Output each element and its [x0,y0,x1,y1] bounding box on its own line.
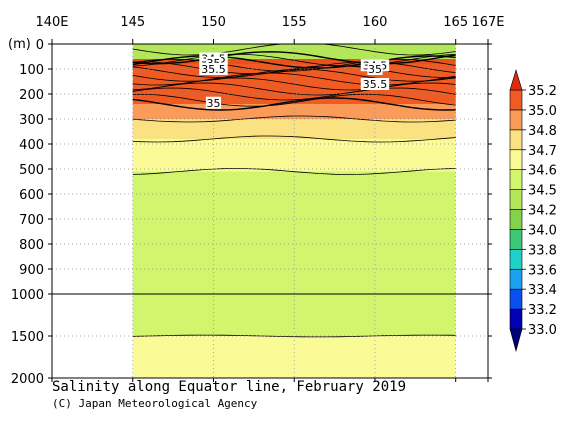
y-tick-label: 400 [19,138,44,153]
colorbar-label: 34.5 [528,184,557,199]
y-tick-label: 700 [19,213,44,228]
contour-label-bg [205,96,222,109]
colorbar-bin [509,129,523,151]
colorbar-bin [509,209,523,230]
contour-label-bg [367,63,383,75]
contour-line [132,82,456,96]
colorbar-label: 33.8 [528,243,557,258]
x-tick-label: 167E [471,15,504,30]
contour-line [132,87,456,101]
contour-label: 35 [206,97,220,110]
colorbar-label: 33.0 [528,323,557,338]
colorbar-label: 34.7 [528,144,557,159]
colorbar-bin [509,149,523,170]
colorbar-bin [509,229,523,250]
x-tick-label: 165 [443,15,468,30]
colorbar-label: 35.2 [528,84,557,99]
contour-line [132,58,456,72]
colorbar-label: 34.2 [528,204,557,219]
x-tick-label: 140E [35,15,68,30]
y-tick-label: 1000 [11,288,44,303]
y-unit-label: (m) [8,37,31,52]
y-tick-label: 300 [19,113,44,128]
colorbar-extend-high [509,68,523,91]
contour-line [132,93,456,107]
contour-label-bg [360,78,390,90]
colorbar-extend-low [509,328,523,353]
y-tick-label: 200 [19,88,44,103]
gridlines [52,44,488,378]
colorbar-bin [509,89,523,111]
colorbar-label: 34.8 [528,124,557,139]
colorbar-bin [509,189,523,210]
colorbar-label: 33.6 [528,263,557,278]
y-tick-label: 100 [19,63,44,78]
contour-line [132,168,456,175]
colorbar-label: 34.6 [528,164,557,179]
contour-line [132,97,456,111]
y-tick-label: 800 [19,238,44,253]
contour-label: 35.5 [363,78,388,91]
contour-label-bg [199,63,228,75]
colorbar-bin [509,169,523,190]
y-tick-label: 2000 [11,372,44,387]
contour-lines [132,44,456,338]
x-tick-label: 145 [120,15,145,30]
contour-line [132,55,456,69]
colorbar-label: 34.0 [528,223,557,238]
y-tick-label: 600 [19,188,44,203]
y-tick-label: 900 [19,263,44,278]
colorbar-label: 33.2 [528,303,557,318]
y-tick-label: 500 [19,163,44,178]
salinity-layer-intermediate [132,139,456,172]
chart-title: Salinity along Equator line, February 20… [52,379,407,395]
colorbar-bin [509,288,523,310]
contour-line [132,68,456,82]
x-axis: 140E 145 150 155 160 165 167E [35,15,505,382]
colorbar-bin [509,308,523,330]
contour-line [132,51,456,65]
contour-label: 35 [368,63,382,76]
x-tick-label: 155 [282,15,307,30]
colorbar-label: 35.0 [528,104,557,119]
colorbar-bin [509,268,523,290]
colorbar-legend: 33.0 33.2 33.4 33.6 33.8 34.0 34.2 34.5 34.6 34.7… [509,68,557,353]
y-tick-label: 1500 [11,330,44,345]
y-tick-label: 0 [36,38,44,53]
plot-frame [51,43,489,379]
salinity-layer-transition [132,59,456,64]
y-axis: 100 200 300 400 500 600 700 800 900 1000 1500 2000 0 [11,38,492,387]
colorbar-bin [509,109,523,131]
contour-line [132,44,456,56]
x-tick-label: 150 [201,15,226,30]
contour-line [132,61,456,75]
chart-credit: (C) Japan Meteorological Agency [52,397,258,410]
contour-label: 35.5 [201,63,226,76]
colorbar-label: 33.4 [528,283,557,298]
colorbar-bin [509,249,523,270]
x-tick-label: 160 [363,15,388,30]
